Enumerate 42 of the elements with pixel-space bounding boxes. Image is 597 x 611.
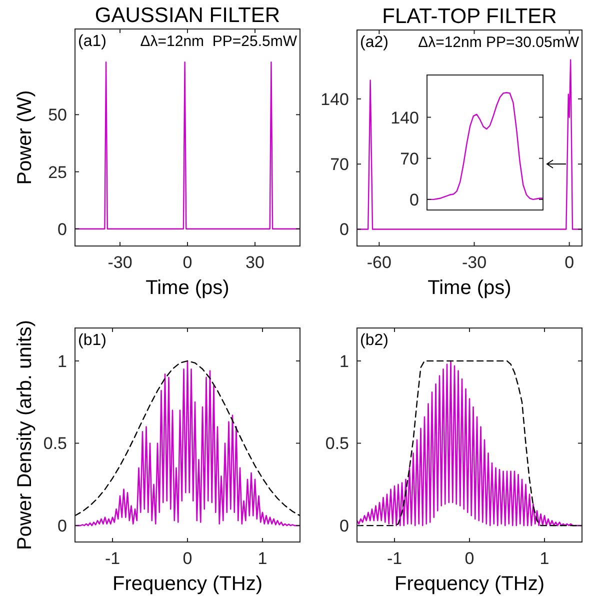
x-tick-label: -30: [462, 253, 487, 272]
annotation: Δλ=12nm PP=25.5mW: [140, 33, 298, 50]
x-tick-label: 0: [182, 549, 192, 568]
x-axis-title: Time (ps): [428, 277, 512, 299]
y-tick-label: 1: [58, 352, 67, 371]
y-tick-label: 0: [58, 516, 67, 536]
x-tick-label: 30: [246, 253, 264, 272]
y-tick-label: 25: [48, 162, 67, 182]
x-tick-label: 0: [464, 549, 474, 568]
y-tick-label: 0: [58, 220, 67, 239]
y-tick-label: 70: [330, 155, 349, 174]
x-tick-label: 1: [540, 549, 550, 568]
x-axis-title: Frequency (THz): [112, 573, 263, 595]
annotation: Δλ=12nm PP=30.05mW: [418, 34, 580, 51]
y-axis-title: Power (W): [14, 90, 36, 185]
y-axis-title: Power Density (arb. units): [14, 320, 36, 550]
annotation: (a1): [78, 33, 106, 50]
y-tick-label: 140: [390, 108, 419, 128]
y-tick-label: 0.5: [43, 434, 67, 454]
annotation: (b1): [78, 332, 106, 349]
x-axis-title: Frequency (THz): [394, 573, 545, 595]
x-tick-label: 1: [258, 549, 268, 568]
y-tick-label: 0: [340, 516, 349, 536]
annotation: (b2): [360, 332, 388, 349]
x-axis-title: Time (ps): [146, 277, 230, 299]
y-tick-label: 0: [410, 190, 419, 210]
chart-title: GAUSSIAN FILTER: [94, 4, 280, 27]
y-tick-label: 0: [340, 220, 349, 240]
x-tick-label: -60: [366, 253, 392, 272]
y-tick-label: 140: [320, 90, 349, 109]
x-tick-label: -1: [386, 549, 402, 568]
y-tick-label: 50: [48, 106, 67, 125]
annotation: (a2): [360, 34, 388, 51]
x-tick-label: -1: [104, 549, 120, 568]
x-tick-label: 0: [564, 253, 574, 272]
chart-title: FLAT-TOP FILTER: [382, 5, 557, 28]
line-series: [356, 59, 583, 230]
y-tick-label: 1: [340, 352, 349, 371]
y-tick-label: 0.5: [325, 434, 349, 454]
x-tick-label: -30: [108, 253, 132, 272]
y-tick-label: 70: [400, 149, 419, 168]
x-tick-label: 0: [182, 253, 192, 272]
